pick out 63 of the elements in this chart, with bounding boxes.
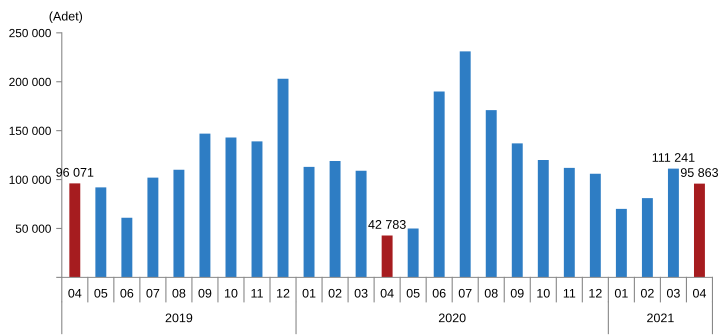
data-label: 95 863 xyxy=(680,168,718,177)
bar xyxy=(173,170,184,278)
bar xyxy=(590,174,601,278)
x-tick-label: 01 xyxy=(302,288,316,298)
x-tick-label: 07 xyxy=(146,288,160,298)
bar xyxy=(95,187,106,278)
x-tick-label: 07 xyxy=(458,288,472,298)
data-label: 42 783 xyxy=(368,220,406,229)
bar xyxy=(694,184,705,278)
x-tick-label: 03 xyxy=(666,288,680,298)
y-tick-label: 50 000 xyxy=(16,224,51,233)
x-tick-label: 11 xyxy=(251,288,263,298)
bar xyxy=(199,134,210,278)
y-axis-title: (Adet) xyxy=(50,11,82,24)
y-tick-label: 150 000 xyxy=(10,126,51,136)
y-tick-label: 100 000 xyxy=(10,176,51,184)
x-tick-label: 09 xyxy=(510,288,524,298)
x-tick-label: 10 xyxy=(537,288,550,298)
bar xyxy=(486,110,497,278)
data-label: 111 241 xyxy=(652,153,694,162)
y-tick-label: 200 000 xyxy=(9,78,51,86)
x-tick-label: 02 xyxy=(640,288,654,298)
bar xyxy=(147,178,158,278)
x-tick-label: 04 xyxy=(380,288,394,298)
bar xyxy=(304,166,315,278)
bar xyxy=(356,170,367,278)
bar xyxy=(460,51,471,278)
bar xyxy=(434,92,445,278)
bar xyxy=(668,168,679,278)
x-tick-label: 06 xyxy=(120,288,134,298)
x-tick-label: 12 xyxy=(589,288,602,298)
x-tick-label: 02 xyxy=(328,288,342,298)
text: 2019 xyxy=(166,313,192,322)
bar xyxy=(121,218,132,278)
bar xyxy=(252,141,262,278)
bar xyxy=(330,160,341,278)
x-tick-label: 04 xyxy=(68,288,82,298)
bar xyxy=(408,228,419,278)
y-tick-label: 250 000 xyxy=(9,28,51,38)
text: 2021 xyxy=(647,313,674,322)
x-tick-label: 10 xyxy=(224,288,238,298)
x-tick-label: 03 xyxy=(354,288,368,298)
x-tick-label: 05 xyxy=(94,288,108,298)
bar xyxy=(226,137,236,278)
bar xyxy=(278,78,288,278)
bar xyxy=(538,160,549,278)
x-tick-label: 04 xyxy=(692,288,706,298)
x-tick-label: 01 xyxy=(614,288,628,298)
bar xyxy=(382,236,393,278)
bar xyxy=(69,183,80,278)
x-tick-label: 05 xyxy=(406,288,420,298)
bar xyxy=(564,168,575,278)
x-tick-label: 08 xyxy=(484,288,498,298)
bar xyxy=(616,208,627,278)
x-tick-label: 11 xyxy=(564,288,576,298)
bar xyxy=(642,198,653,278)
x-tick-label: 09 xyxy=(198,288,212,298)
x-tick-label: 08 xyxy=(172,288,186,298)
x-tick-label: 12 xyxy=(277,288,290,298)
x-tick-label: 06 xyxy=(432,288,446,298)
text: 2020 xyxy=(438,313,466,322)
bar xyxy=(512,143,523,278)
data-label: 96 071 xyxy=(56,168,94,177)
